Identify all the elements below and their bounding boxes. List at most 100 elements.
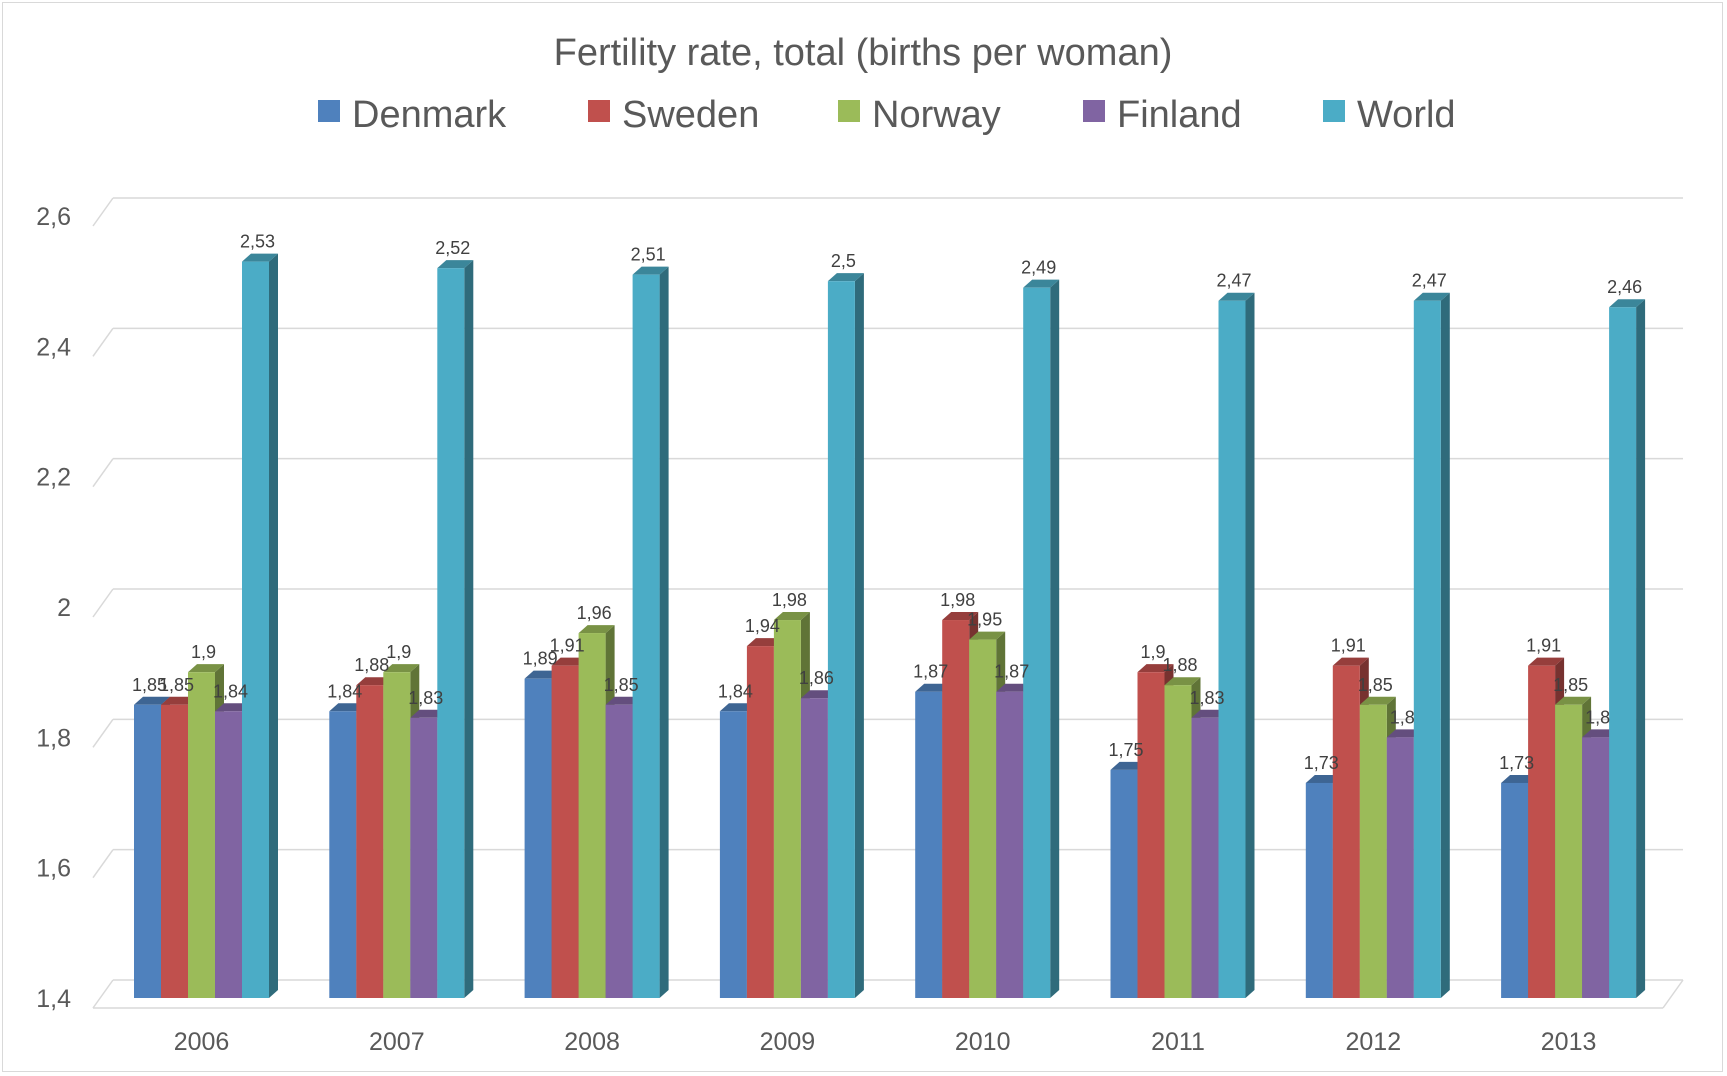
data-labels: 1,851,851,91,842,531,841,881,91,832,521,… <box>132 232 1642 773</box>
data-label-denmark-2008: 1,89 <box>523 649 558 669</box>
bar-top <box>242 253 278 262</box>
legend-label-sweden: Sweden <box>622 94 759 136</box>
y-tick-label: 2,2 <box>36 464 71 492</box>
bar-front <box>1359 704 1387 998</box>
bar-front <box>1582 737 1610 998</box>
data-label-finland-2010: 1,87 <box>994 662 1029 682</box>
bar-front <box>1501 782 1529 998</box>
bar-top <box>969 631 1006 640</box>
bar-front <box>800 698 828 998</box>
y-axis: 1,4 1,6 1,8 2 2,2 2,4 2,6 <box>36 203 71 1013</box>
bar-front <box>1609 307 1637 998</box>
bar-front <box>1305 782 1333 998</box>
bar-top <box>1332 657 1369 666</box>
legend-swatch-norway <box>838 100 860 122</box>
bar-side <box>1440 292 1450 998</box>
bar-top <box>578 625 615 634</box>
bar-side <box>1636 299 1646 998</box>
bar-top <box>773 612 810 621</box>
y-tick-label: 1,8 <box>36 724 71 752</box>
data-label-world-2012: 2,47 <box>1412 271 1447 291</box>
bar-front <box>242 261 269 998</box>
bar-front <box>134 704 161 998</box>
y-tick-label: 2,4 <box>36 333 71 361</box>
legend: Denmark Sweden Norway Finland World <box>318 94 1456 136</box>
x-tick-label: 2007 <box>369 1028 425 1056</box>
bar-top <box>1137 664 1174 673</box>
bar-front <box>1110 769 1138 998</box>
y-tick-label: 2 <box>57 594 71 622</box>
bar-front <box>969 639 997 998</box>
gridline-depth <box>92 979 114 1009</box>
bar-top <box>437 260 474 269</box>
bar-top <box>1164 677 1201 686</box>
data-label-norway-2012: 1,85 <box>1358 675 1393 695</box>
gridline-depth <box>92 327 114 357</box>
bar-front <box>773 620 801 998</box>
data-label-denmark-2009: 1,84 <box>718 681 753 701</box>
bar-top <box>188 664 224 673</box>
bar-front <box>1386 737 1414 998</box>
bar-top <box>827 273 864 282</box>
bar-front <box>524 678 552 998</box>
bar-front <box>942 620 970 998</box>
data-label-norway-2010: 1,95 <box>967 610 1002 630</box>
bar-top <box>942 612 979 621</box>
y-tick-label: 2,6 <box>36 203 71 231</box>
legend-label-norway: Norway <box>872 94 1001 136</box>
bar-front <box>188 672 215 998</box>
data-label-sweden-2007: 1,88 <box>354 655 389 675</box>
data-label-sweden-2009: 1,94 <box>745 616 780 636</box>
data-label-denmark-2013: 1,73 <box>1499 753 1534 773</box>
legend-swatch-sweden <box>588 100 610 122</box>
chart-title: Fertility rate, total (births per woman) <box>554 32 1173 74</box>
bar-front <box>437 268 465 999</box>
data-label-sweden-2006: 1,85 <box>159 675 194 695</box>
bar-world-2012 <box>1413 292 1450 998</box>
data-label-finland-2008: 1,85 <box>604 675 639 695</box>
bar-front <box>356 685 384 998</box>
legend-label-world: World <box>1357 94 1456 136</box>
gridline-depth <box>92 197 114 227</box>
bar-front <box>161 704 188 998</box>
bar-side <box>464 260 474 999</box>
x-tick-label: 2010 <box>955 1028 1011 1056</box>
gridline-depth <box>92 718 114 748</box>
bar-world-2009 <box>827 273 864 999</box>
data-label-sweden-2010: 1,98 <box>940 590 975 610</box>
bar-top <box>1555 696 1592 705</box>
data-label-denmark-2012: 1,73 <box>1304 753 1339 773</box>
x-axis: 2006 2007 2008 2009 2010 2011 2012 2013 <box>174 1028 1597 1056</box>
bar-front <box>329 711 357 998</box>
x-tick-label: 2009 <box>760 1028 816 1056</box>
bar-top <box>1023 279 1060 288</box>
bar-top <box>1609 299 1646 308</box>
bar-front <box>578 633 606 998</box>
x-tick-label: 2013 <box>1541 1028 1597 1056</box>
bar-front <box>827 281 855 999</box>
bar-front <box>551 665 579 998</box>
bar-front <box>1218 300 1246 998</box>
data-label-denmark-2010: 1,87 <box>913 662 948 682</box>
bar-top <box>996 683 1033 692</box>
bar-top <box>383 664 420 673</box>
y-tick-label: 1,4 <box>36 985 71 1013</box>
gridline-depth <box>92 588 114 618</box>
data-label-world-2011: 2,47 <box>1216 271 1251 291</box>
legend-swatch-finland <box>1083 100 1105 122</box>
bar-front <box>383 672 411 998</box>
gridline-depth <box>92 849 114 879</box>
bar-front <box>632 274 660 998</box>
data-label-world-2008: 2,51 <box>631 245 666 265</box>
data-label-norway-2009: 1,98 <box>772 590 807 610</box>
data-label-finland-2009: 1,86 <box>799 668 834 688</box>
bar-front <box>915 691 943 998</box>
bar-top <box>1359 696 1396 705</box>
data-label-norway-2007: 1,9 <box>386 642 411 662</box>
data-label-world-2010: 2,49 <box>1021 258 1056 278</box>
bar-front <box>1191 717 1219 998</box>
data-label-finland-2006: 1,84 <box>213 681 248 701</box>
bar-front <box>1555 704 1583 998</box>
bar-front <box>1023 287 1051 998</box>
